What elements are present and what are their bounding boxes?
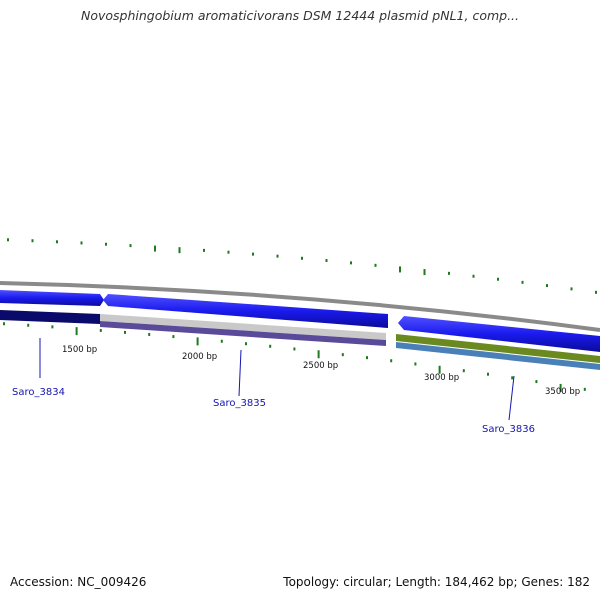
gene-label-saro3835[interactable]: Saro_3835 bbox=[213, 398, 266, 409]
scale-label-2000: 2000 bp bbox=[182, 352, 217, 362]
cds-arrow-left[interactable] bbox=[0, 290, 104, 306]
scale-label-3000: 3000 bp bbox=[424, 373, 459, 383]
gene-callout-line-saro3835 bbox=[238, 349, 242, 397]
inner-ticks bbox=[3, 322, 586, 392]
scale-label-1500: 1500 bp bbox=[62, 345, 97, 355]
plasmid-backbone bbox=[0, 281, 600, 332]
scale-label-2500: 2500 bp bbox=[303, 361, 338, 371]
gc-skew-ticks bbox=[7, 238, 597, 294]
track-navy-segment[interactable] bbox=[0, 310, 100, 324]
map-title: Novosphingobium aromaticivorans DSM 1244… bbox=[80, 8, 520, 23]
gene-label-saro3836[interactable]: Saro_3836 bbox=[482, 424, 535, 435]
track-steel-segment[interactable] bbox=[396, 342, 600, 370]
track-olive-segment[interactable] bbox=[396, 334, 600, 363]
cds-arrow-middle[interactable] bbox=[103, 294, 388, 328]
gene-callout-line-saro3836 bbox=[508, 375, 515, 421]
accession-text: Accession: NC_009426 bbox=[10, 575, 147, 589]
track-purple-segment[interactable] bbox=[100, 321, 386, 346]
scale-labels: 1500 bp 2000 bp 2500 bp 3000 bp 3500 bp bbox=[62, 345, 580, 397]
scale-label-3500: 3500 bp bbox=[545, 387, 580, 397]
cds-arrow-right[interactable] bbox=[398, 316, 600, 352]
gene-label-saro3834[interactable]: Saro_3834 bbox=[12, 387, 65, 398]
topology-summary: Topology: circular; Length: 184,462 bp; … bbox=[283, 575, 590, 589]
track-gray-segment[interactable] bbox=[100, 314, 386, 340]
